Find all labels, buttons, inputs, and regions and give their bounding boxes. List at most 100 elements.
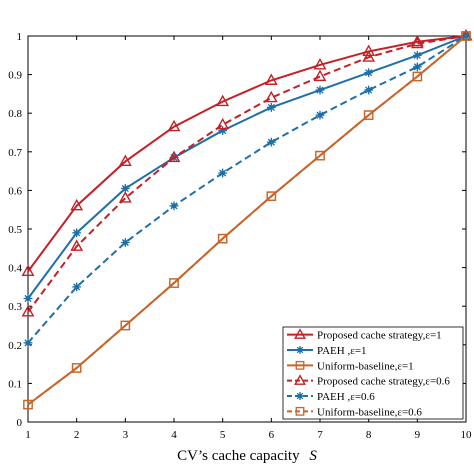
data-point	[216, 94, 230, 107]
data-point	[167, 150, 181, 163]
data-point	[23, 294, 33, 303]
data-point	[70, 239, 84, 251]
data-point	[364, 85, 374, 95]
legend-marker	[296, 392, 304, 400]
data-point	[216, 117, 230, 130]
data-point	[217, 233, 228, 244]
data-point	[120, 320, 131, 331]
x-tick-label: 8	[366, 429, 372, 441]
legend: Proposed cache strategy,ε=1 PAEH ,ε=1 Unif…	[282, 326, 464, 420]
data-point	[23, 399, 33, 410]
y-tick-label: 0.2	[8, 340, 22, 352]
data-point	[315, 110, 325, 120]
series-6	[23, 31, 471, 410]
legend-entry: Uniform-baseline,ε=0.6	[287, 406, 422, 418]
data-point	[70, 198, 84, 211]
data-point	[169, 278, 179, 288]
legend-label: Proposed cache strategy,ε=0.6	[317, 376, 450, 388]
x-axis-label: CV’s cache capacity S	[177, 448, 317, 464]
legend-entry: Proposed cache strategy,ε=0.6	[287, 374, 450, 388]
data-point	[410, 36, 424, 49]
y-tick-label: 0	[17, 417, 23, 429]
series-line	[27, 35, 467, 313]
legend-label: Proposed cache strategy,ε=1	[317, 330, 442, 342]
data-point	[362, 50, 376, 62]
data-point	[118, 191, 132, 203]
data-point	[264, 73, 278, 85]
legend-box	[282, 326, 464, 420]
legend-label: PAEH ,ε=1	[317, 345, 367, 357]
y-tick-label: 0.1	[8, 378, 22, 390]
legend-entry: Uniform-baseline,ε=1	[287, 360, 414, 372]
series-line	[27, 35, 467, 344]
x-tick-label: 10	[461, 429, 473, 441]
x-axis-label-text: CV’s cache capacity	[177, 448, 300, 464]
data-point	[71, 363, 82, 373]
data-point	[412, 71, 423, 82]
series-layer	[21, 29, 473, 410]
data-point	[410, 34, 424, 47]
series-line	[27, 35, 467, 273]
data-point	[364, 68, 374, 78]
data-point	[315, 150, 325, 161]
x-tick-label: 5	[220, 429, 226, 441]
legend-marker	[294, 374, 306, 385]
data-point	[21, 305, 35, 317]
x-tick-label: 4	[171, 429, 177, 441]
x-tick-label: 2	[74, 429, 80, 441]
data-point	[313, 69, 327, 82]
data-point	[23, 338, 33, 348]
y-axis: 0 0.1 0.2 0.3 0.4 0.5 0.6 0.7 0.8 0.9 1	[8, 31, 466, 429]
data-point	[461, 31, 471, 41]
data-point	[169, 201, 179, 211]
data-point	[264, 90, 278, 103]
data-point	[266, 137, 276, 147]
data-point	[412, 50, 422, 60]
y-tick-label: 0.5	[8, 224, 22, 236]
x-tick-label: 3	[123, 429, 129, 441]
legend-label: PAEH ,ε=0.6	[317, 391, 375, 403]
x-axis: 1 2 3 4 5 6 7 8 9 10	[25, 36, 472, 441]
data-point	[363, 110, 374, 120]
legend-entry: Proposed cache strategy,ε=1	[287, 328, 442, 342]
data-point	[412, 62, 422, 72]
data-point	[266, 103, 276, 112]
legend-marker	[296, 346, 304, 354]
y-tick-label: 0.8	[8, 108, 22, 120]
legend-label: Uniform-baseline,ε=0.6	[317, 406, 422, 418]
y-tick-label: 0.6	[8, 185, 22, 197]
legend-entry: PAEH ,ε=1	[287, 345, 367, 357]
x-tick-label: 1	[25, 429, 31, 441]
series-line	[27, 35, 467, 406]
data-point	[167, 119, 181, 132]
y-tick-label: 0.9	[8, 70, 22, 82]
data-point	[266, 191, 277, 201]
legend-marker	[294, 328, 306, 339]
series-line	[27, 35, 467, 300]
y-tick-label: 0.7	[8, 147, 22, 159]
x-tick-label: 6	[269, 429, 275, 441]
y-tick-label: 1	[17, 31, 23, 43]
data-point	[72, 228, 82, 238]
y-tick-label: 0.4	[8, 263, 22, 275]
data-point	[21, 264, 35, 277]
series-2	[23, 31, 471, 303]
data-point	[118, 154, 132, 167]
data-point	[313, 58, 327, 70]
data-point	[120, 184, 130, 193]
x-tick-label: 9	[415, 429, 421, 441]
legend-marker	[295, 360, 305, 370]
legend-marker	[295, 406, 305, 416]
series-1	[21, 29, 473, 277]
legend-entry: PAEH ,ε=0.6	[287, 391, 375, 403]
legend-label: Uniform-baseline,ε=1	[317, 360, 414, 372]
data-point	[315, 85, 325, 95]
y-tick-label: 0.3	[8, 301, 22, 313]
data-point	[362, 44, 376, 56]
x-axis-label-symbol: S	[309, 448, 317, 464]
data-point	[72, 282, 82, 292]
x-tick-label: 7	[317, 429, 323, 441]
data-point	[120, 238, 130, 247]
data-point	[218, 168, 228, 178]
